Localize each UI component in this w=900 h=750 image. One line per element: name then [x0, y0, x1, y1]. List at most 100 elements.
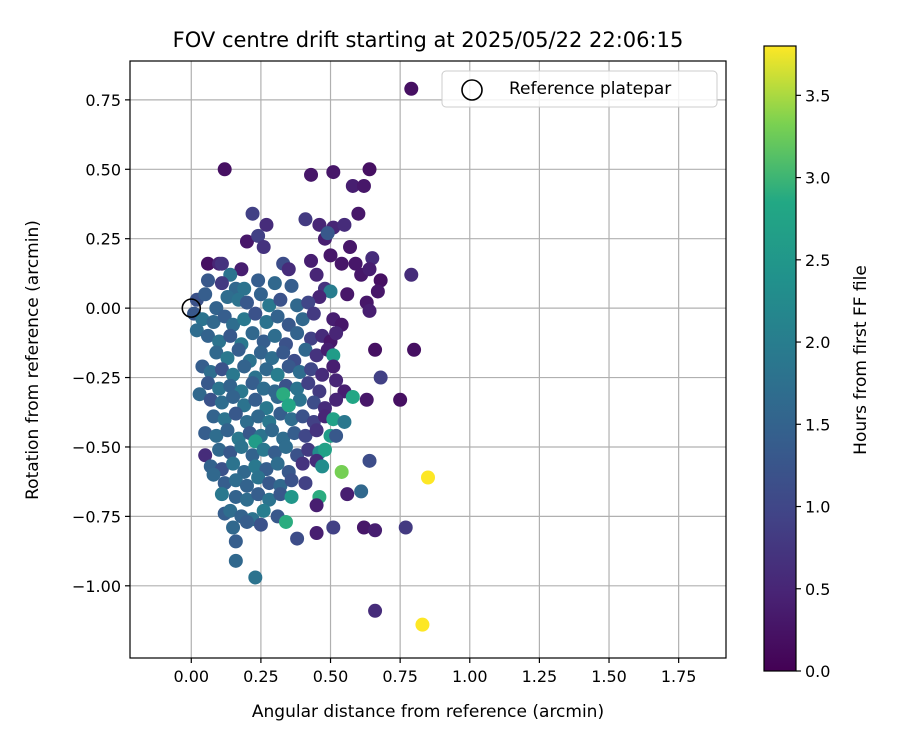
data-point — [245, 376, 260, 391]
data-point — [212, 334, 227, 349]
data-point — [290, 298, 305, 313]
data-point — [217, 476, 232, 491]
data-point — [228, 473, 243, 488]
data-point — [312, 384, 327, 399]
legend-box — [441, 70, 718, 108]
data-point — [217, 412, 232, 427]
data-point — [329, 428, 344, 443]
data-point — [256, 503, 271, 518]
data-point — [370, 284, 385, 299]
data-point — [248, 392, 263, 407]
data-point — [200, 328, 215, 343]
reference-platepar-marker — [181, 298, 202, 318]
data-point — [398, 520, 413, 535]
data-point — [217, 162, 232, 177]
data-point — [239, 295, 254, 310]
data-point — [214, 487, 229, 502]
data-point — [337, 217, 352, 232]
data-point — [209, 428, 224, 443]
x-tick-label: 1.00 — [452, 667, 488, 686]
colorbar-tick-label: 1.0 — [805, 498, 830, 517]
data-point — [329, 373, 344, 388]
data-point — [323, 284, 338, 299]
data-point — [326, 412, 341, 427]
data-point — [284, 489, 299, 504]
data-point — [239, 492, 254, 507]
data-point — [256, 240, 271, 255]
data-point — [309, 526, 324, 541]
colorbar-label: Hours from first FF file — [851, 265, 871, 455]
data-point — [209, 345, 224, 360]
data-points — [187, 81, 435, 632]
data-point — [239, 234, 254, 249]
x-tick-label: 0.00 — [173, 667, 209, 686]
x-tick-label: 0.50 — [313, 667, 349, 686]
data-point — [354, 484, 369, 499]
data-point — [306, 306, 321, 321]
data-point — [214, 395, 229, 410]
data-point — [237, 312, 252, 327]
data-point — [251, 487, 266, 502]
data-point — [253, 345, 268, 360]
colorbar-tick-label: 2.0 — [805, 333, 830, 352]
data-point — [340, 287, 355, 302]
data-point — [239, 514, 254, 529]
data-point — [226, 367, 241, 382]
legend: Reference platepar — [441, 70, 718, 108]
data-point — [248, 306, 263, 321]
data-point — [329, 392, 344, 407]
colorbar-tick-label: 0.0 — [805, 662, 830, 681]
data-point — [334, 256, 349, 271]
data-point — [359, 392, 374, 407]
data-point — [295, 312, 310, 327]
reference-marker — [181, 298, 202, 318]
data-point — [262, 476, 277, 491]
data-point — [404, 81, 419, 96]
data-point — [256, 442, 271, 457]
data-point — [345, 178, 360, 193]
data-point — [351, 206, 366, 221]
data-point — [220, 423, 235, 438]
data-point — [259, 362, 274, 377]
data-point — [312, 290, 327, 305]
data-point — [203, 364, 218, 379]
data-point — [295, 409, 310, 424]
data-point — [290, 531, 305, 546]
data-point — [198, 448, 213, 463]
data-point — [270, 367, 285, 382]
data-point — [223, 378, 238, 393]
data-point — [309, 267, 324, 282]
data-point — [206, 409, 221, 424]
data-point — [323, 248, 338, 263]
data-point — [248, 459, 263, 474]
data-point — [223, 503, 238, 518]
colorbar-gradient — [763, 45, 797, 672]
data-point — [245, 206, 260, 221]
data-point — [228, 553, 243, 568]
data-point — [295, 456, 310, 471]
data-point — [248, 570, 263, 585]
data-point — [290, 381, 305, 396]
data-point — [278, 514, 293, 529]
data-point — [373, 370, 388, 385]
data-point — [356, 178, 371, 193]
data-point — [304, 362, 319, 377]
data-point — [276, 345, 291, 360]
data-point — [298, 428, 313, 443]
data-point — [245, 448, 260, 463]
data-point — [267, 445, 282, 460]
data-point — [281, 262, 296, 277]
data-point — [214, 362, 229, 377]
data-point — [326, 520, 341, 535]
data-point — [198, 287, 213, 302]
data-point — [301, 295, 316, 310]
data-point — [223, 445, 238, 460]
data-point — [256, 334, 271, 349]
y-axis-label: Rotation from reference (arcmin) — [23, 220, 43, 500]
data-point — [245, 326, 260, 341]
data-point — [309, 498, 324, 513]
data-point — [251, 409, 266, 424]
chart-title: FOV centre drift starting at 2025/05/22 … — [173, 28, 684, 52]
colorbar: 0.0 0.5 1.0 1.5 2.0 2.5 3.0 3.5 Hours from firs… — [763, 45, 871, 681]
data-point — [284, 473, 299, 488]
